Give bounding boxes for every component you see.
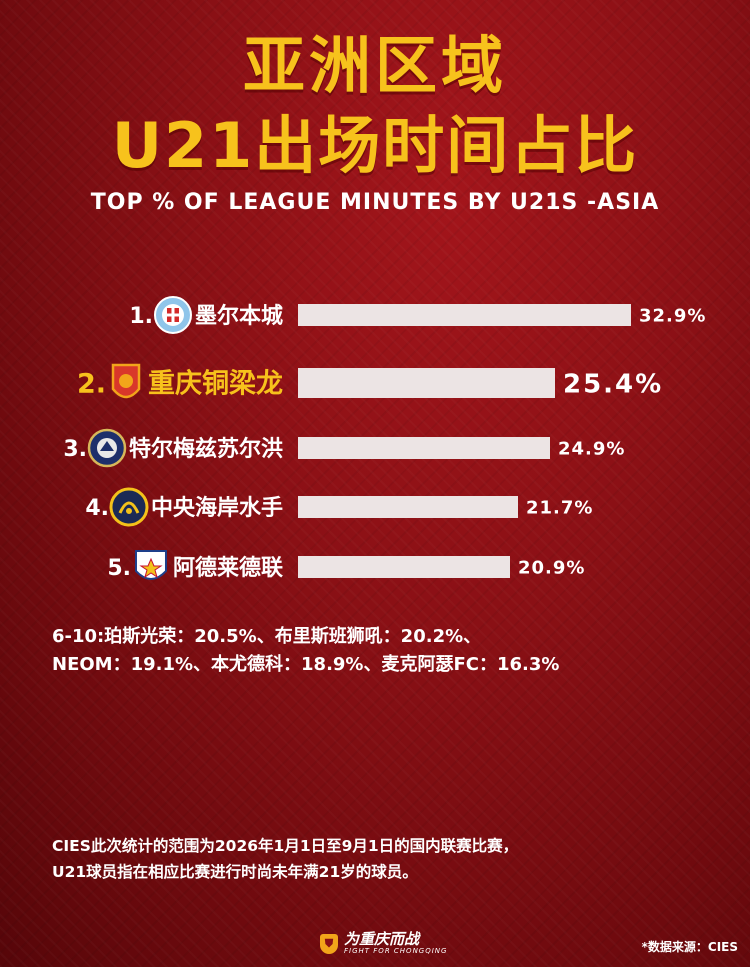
footer-logo: ⛊ 为重庆而战 FIGHT FOR CHONGQING: [320, 931, 447, 956]
adelaide-united-crest-icon: [134, 550, 167, 580]
value-label: 32.9%: [639, 305, 706, 326]
club-name: 特尔梅兹苏尔洪: [129, 436, 283, 462]
club-name: 墨尔本城: [195, 303, 283, 329]
termez-surkhon-crest-icon: [87, 428, 127, 468]
title-line-2: U21出场时间占比: [111, 109, 639, 182]
value-label: 24.9%: [558, 438, 625, 459]
bar: [298, 304, 631, 326]
footer-logo-sub: FIGHT FOR CHONGQING: [344, 947, 448, 955]
rank-label: 1.: [129, 304, 153, 329]
bar: [298, 556, 510, 578]
note-line-2: U21球员指在相应比赛进行时尚未年满21岁的球员。: [52, 863, 418, 881]
rank-label: 2.: [77, 369, 106, 400]
data-source: *数据来源：CIES: [641, 940, 738, 954]
subtitle: TOP % OF LEAGUE MINUTES BY U21S -ASIA: [90, 190, 660, 215]
central-coast-mariners-crest-icon: [109, 487, 149, 527]
others-ranking: 6-10:珀斯光荣：20.5%、布里斯班狮吼：20.2%、 NEOM：19.1%…: [52, 623, 742, 679]
shield-icon: ⛊: [320, 933, 338, 954]
bar-chart: 墨尔本城 1. 32.9% 重庆铜梁龙 2. 25.4% 特尔梅兹苏尔洪 3. 24.9% 中央海…: [63, 296, 706, 581]
chongqing-tonglianglong-crest-icon: [111, 363, 141, 399]
footer-logo-main: 为重庆而战: [344, 930, 420, 948]
club-name: 阿德莱德联: [173, 555, 283, 581]
bar: [298, 368, 555, 398]
methodology-note: CIES此次统计的范围为2026年1月1日至9月1日的国内联赛比赛， U21球员…: [52, 833, 742, 885]
bar: [298, 496, 518, 518]
value-label: 25.4%: [563, 369, 663, 399]
bar: [298, 437, 550, 459]
others-line-1: 6-10:珀斯光荣：20.5%、布里斯班狮吼：20.2%、: [52, 626, 482, 647]
melbourne-city-crest-icon: [153, 296, 192, 334]
club-name: 重庆铜梁龙: [148, 368, 283, 400]
value-label: 20.9%: [518, 557, 585, 578]
rank-label: 4.: [85, 496, 109, 521]
note-line-1: CIES此次统计的范围为2026年1月1日至9月1日的国内联赛比赛，: [52, 837, 519, 855]
club-name: 中央海岸水手: [151, 495, 283, 521]
title-line-1: 亚洲区域: [242, 29, 507, 102]
others-line-2: NEOM：19.1%、本尤德科：18.9%、麦克阿瑟FC：16.3%: [52, 654, 560, 675]
rank-label: 3.: [63, 437, 87, 462]
rank-label: 5.: [107, 556, 131, 581]
value-label: 21.7%: [526, 497, 593, 518]
